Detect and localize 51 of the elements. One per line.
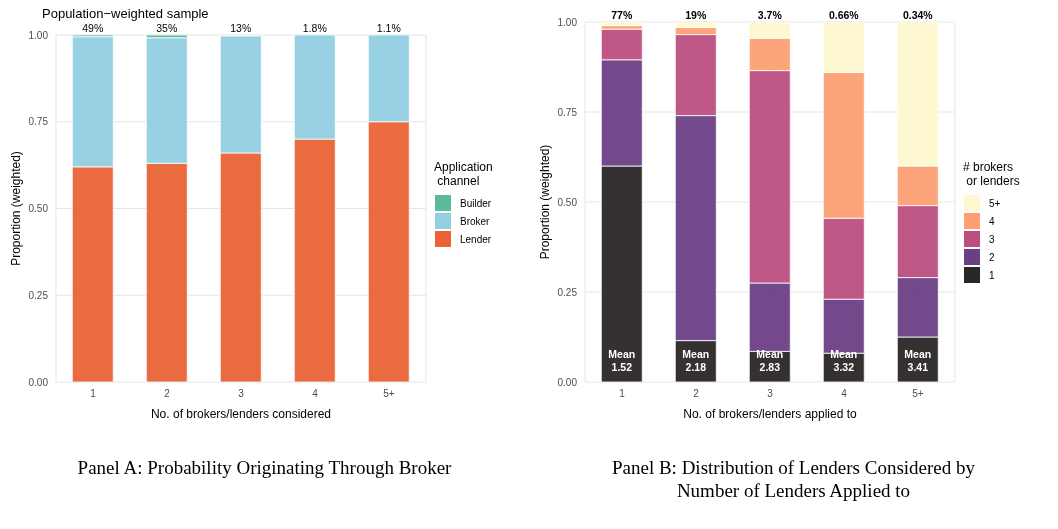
- y-tick-label: 0.00: [557, 376, 578, 388]
- annotation: Mean 3.41: [904, 348, 932, 373]
- annotation: 0.66%: [828, 9, 860, 21]
- legend-title: # brokers or lenders: [963, 160, 1021, 188]
- y-tick-label: 0.25: [28, 289, 49, 301]
- x-tick-label: 4: [312, 388, 319, 400]
- annotation: 19%: [685, 9, 707, 21]
- bar: [600, 22, 643, 26]
- x-tick-label: 2: [693, 388, 700, 400]
- x-tick-label: 3: [767, 388, 774, 400]
- x-tick-label: 4: [841, 388, 848, 400]
- x-tick-label: 2: [164, 388, 171, 400]
- x-axis-title: No. of brokers/lenders considered: [150, 407, 332, 421]
- annotation: 13%: [230, 22, 252, 34]
- annotation: 49%: [82, 22, 104, 34]
- x-tick-label: 5+: [912, 388, 924, 400]
- legend-label: 2: [989, 251, 995, 263]
- y-tick-label: 0.75: [557, 106, 578, 118]
- annotation: 3.7%: [757, 9, 783, 21]
- annotation: 1.1%: [376, 22, 401, 34]
- y-tick-label: 0.50: [28, 203, 49, 215]
- legend-title: Application channel: [434, 160, 494, 188]
- x-tick-label: 5+: [383, 388, 395, 400]
- text: Panel A: Probability Originating Through Broker: [76, 456, 453, 479]
- x-axis-title: No. of brokers/lenders applied to: [683, 407, 858, 421]
- annotation: 1.8%: [302, 22, 327, 34]
- annotation: 77%: [611, 9, 633, 21]
- x-tick-label: 3: [238, 388, 245, 400]
- y-tick-label: 1.00: [557, 16, 578, 28]
- annotation: 0.34%: [902, 9, 934, 21]
- legend-label: Lender: [460, 233, 492, 245]
- annotation: 35%: [156, 22, 178, 34]
- chart-subtitle: Population−weighted sample: [42, 6, 209, 21]
- legend-label: 3: [989, 233, 995, 245]
- legend-label: 5+: [989, 197, 1001, 209]
- annotation: Mean 2.18: [682, 348, 710, 373]
- annotation: Mean 1.52: [608, 348, 636, 373]
- legend-label: 1: [989, 269, 995, 281]
- legend-label: Broker: [460, 215, 490, 227]
- legend-label: 4: [989, 215, 995, 227]
- text: Panel B: Distribution of Lenders Considered by Number of Lenders Applied to: [610, 456, 977, 502]
- y-tick-label: 0.00: [28, 376, 49, 388]
- y-tick-label: 0.25: [557, 286, 578, 298]
- y-tick-label: 0.50: [557, 196, 578, 208]
- y-tick-label: 1.00: [28, 29, 49, 41]
- x-tick-label: 1: [90, 388, 97, 400]
- y-axis-title: Proportion (weighted): [9, 151, 24, 266]
- legend-label: Builder: [460, 197, 492, 209]
- x-tick-label: 1: [619, 388, 626, 400]
- y-tick-label: 0.75: [28, 116, 49, 128]
- y-axis-title: Proportion (weighted): [538, 144, 553, 260]
